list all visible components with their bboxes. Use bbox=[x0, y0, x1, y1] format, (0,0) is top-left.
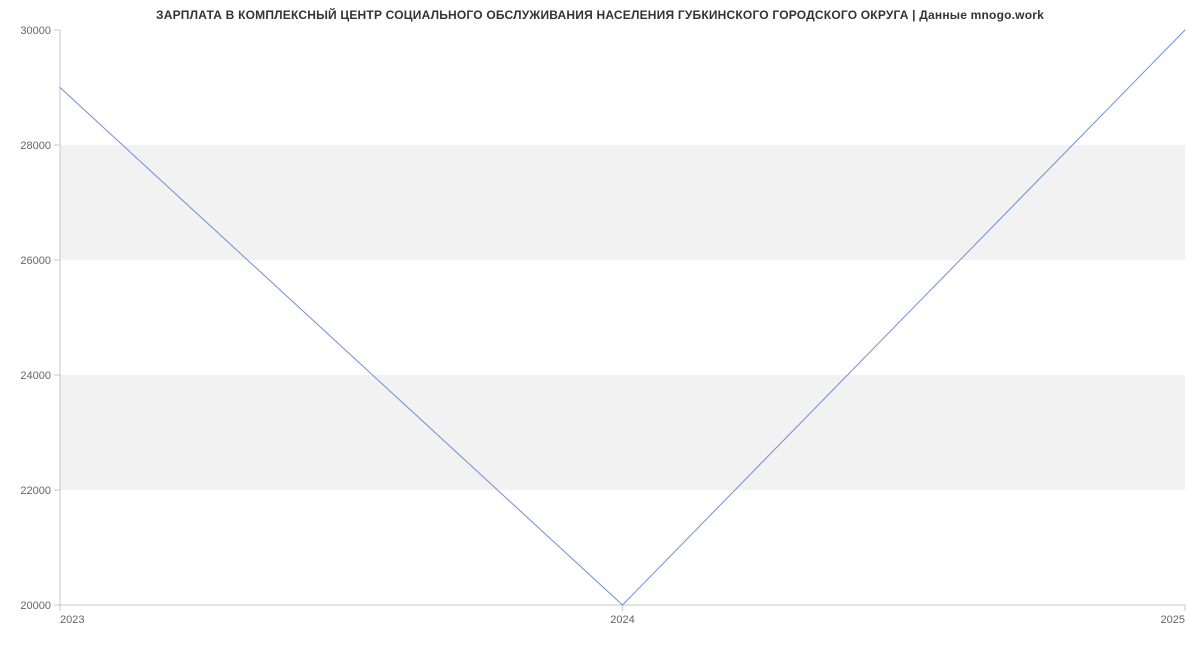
x-tick-label: 2025 bbox=[1161, 614, 1185, 626]
x-tick-label: 2024 bbox=[610, 614, 634, 626]
y-tick-label: 30000 bbox=[20, 25, 51, 37]
line-chart: 20000 22000 24000 26000 28000 30000 2023 2024 20… bbox=[0, 0, 1200, 650]
y-tick-label: 24000 bbox=[20, 370, 51, 382]
series-line bbox=[60, 30, 1185, 605]
y-tick-label: 28000 bbox=[20, 140, 51, 152]
x-tick-label: 2023 bbox=[60, 614, 84, 626]
plot-band bbox=[60, 375, 1185, 490]
y-tick-label: 22000 bbox=[20, 485, 51, 497]
y-tick-label: 26000 bbox=[20, 255, 51, 267]
y-tick-label: 20000 bbox=[20, 600, 51, 612]
